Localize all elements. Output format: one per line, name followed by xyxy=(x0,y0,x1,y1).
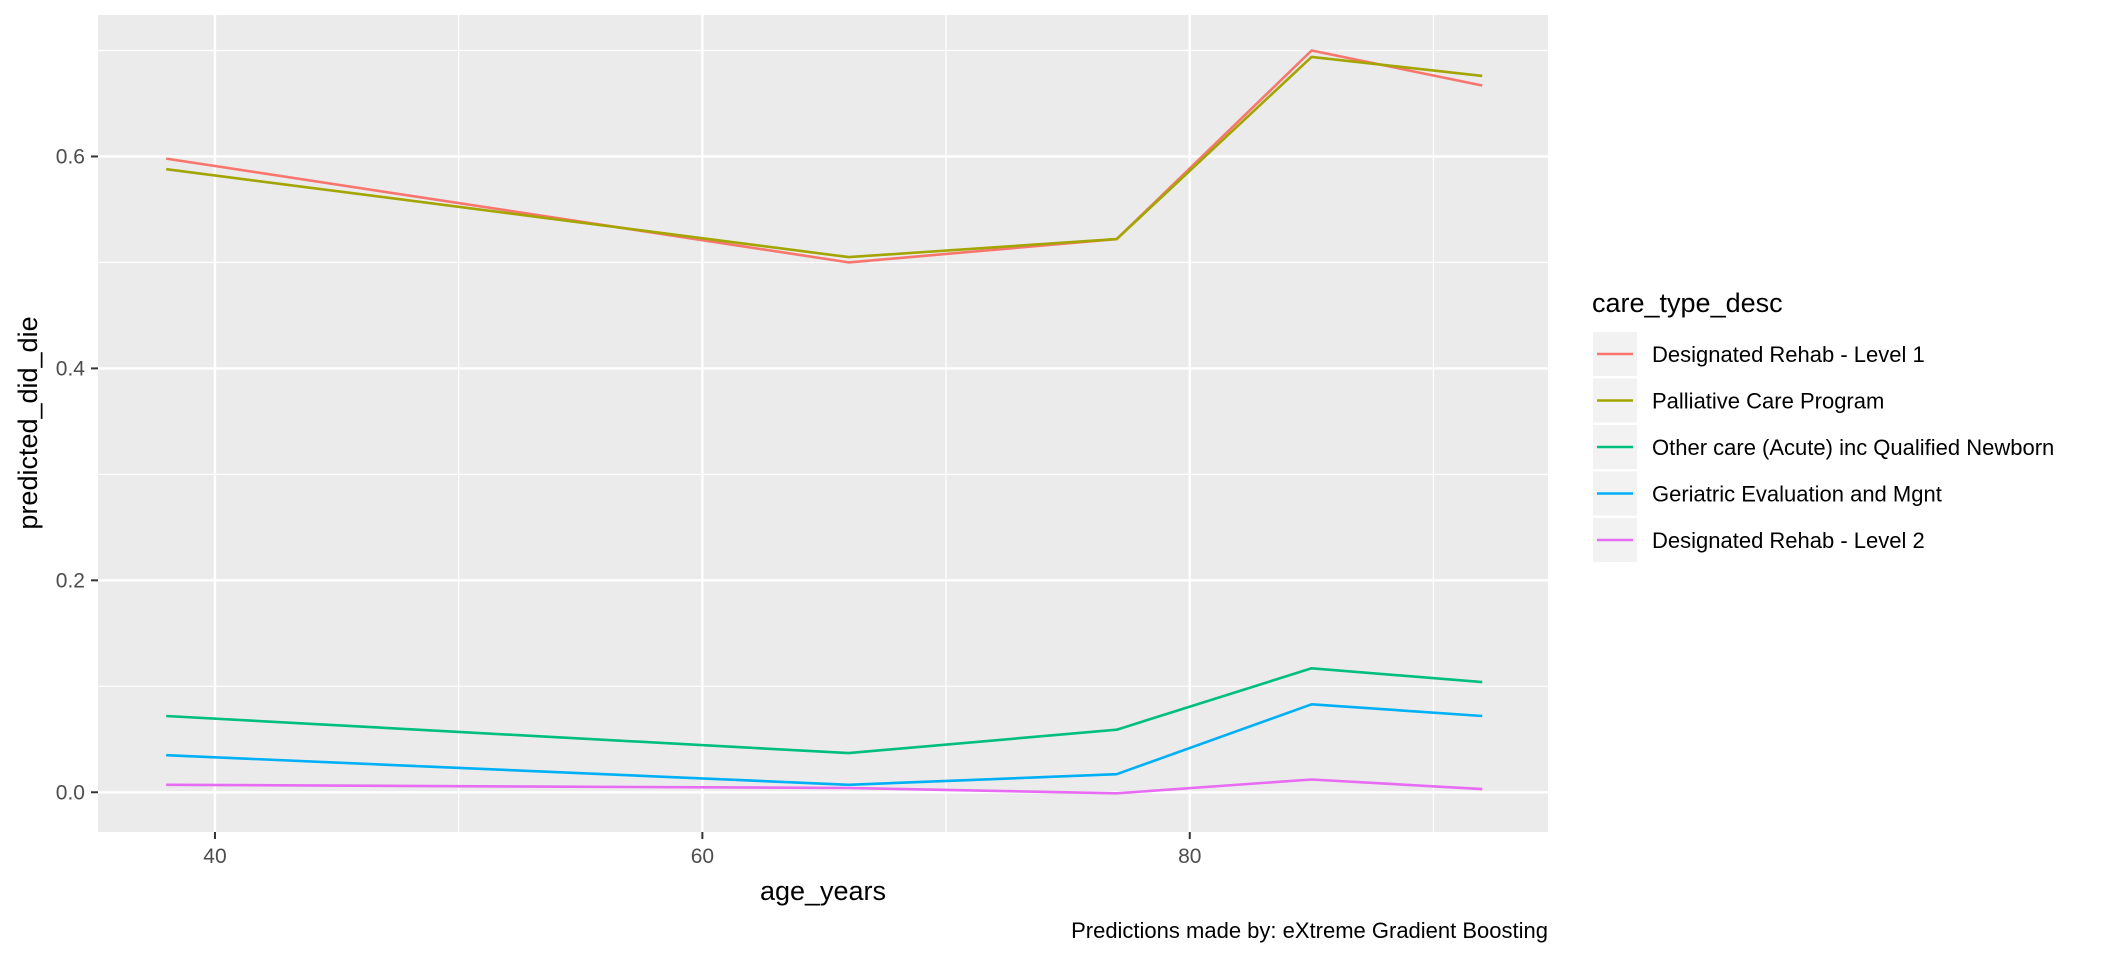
panel-background xyxy=(98,15,1548,832)
legend: care_type_desc Designated Rehab - Level … xyxy=(1592,288,2054,562)
x-tick-label: 80 xyxy=(1178,845,1201,868)
legend-item-label: Designated Rehab - Level 2 xyxy=(1652,528,1925,553)
chart-caption: Predictions made by: eXtreme Gradient Bo… xyxy=(1071,918,1548,943)
y-tick-label: 0.2 xyxy=(56,569,85,592)
y-tick-label: 0.6 xyxy=(56,145,85,168)
axes: 0.0 0.2 0.4 0.6 40 60 80 xyxy=(56,145,1202,868)
x-tick-label: 60 xyxy=(691,845,714,868)
series-line xyxy=(166,55,1483,259)
legend-title: care_type_desc xyxy=(1592,288,1783,318)
legend-item-label: Geriatric Evaluation and Mgnt xyxy=(1652,482,1942,507)
series-line xyxy=(166,702,1483,787)
legend-item-label: Other care (Acute) inc Qualified Newborn xyxy=(1652,435,2054,460)
x-axis-label: age_years xyxy=(760,876,886,906)
legend-items: Designated Rehab - Level 1 Palliative Car… xyxy=(1593,332,2054,562)
y-tick-label: 0.0 xyxy=(56,781,85,804)
grid xyxy=(98,15,1548,832)
y-axis-label: predicted_did_die xyxy=(13,316,43,529)
x-tick-label: 40 xyxy=(203,845,226,868)
y-axis: 0.0 0.2 0.4 0.6 xyxy=(56,145,98,804)
legend-item-label: Palliative Care Program xyxy=(1652,389,1884,414)
x-axis: 40 60 80 xyxy=(203,832,1201,868)
y-tick-label: 0.4 xyxy=(56,357,86,380)
series-lines xyxy=(166,49,1483,795)
series-line xyxy=(166,778,1483,795)
series-line xyxy=(166,666,1483,755)
legend-item-label: Designated Rehab - Level 1 xyxy=(1652,342,1925,367)
